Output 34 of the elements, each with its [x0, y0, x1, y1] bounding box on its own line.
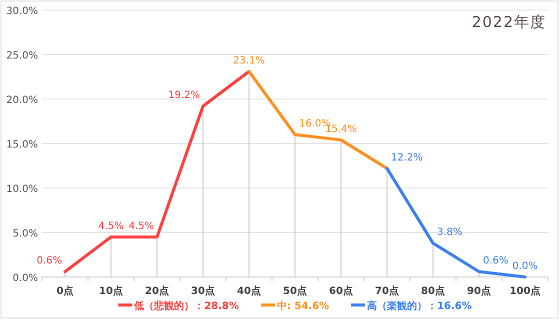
- line-series: [248, 70, 388, 170]
- x-tick-label: 100点: [510, 285, 540, 297]
- line-series: [64, 70, 250, 274]
- x-tick-label: 90点: [467, 285, 491, 297]
- y-tick-label: 30.0%: [6, 6, 38, 17]
- x-tick-label: 80点: [421, 285, 445, 297]
- data-label: 0.6%: [483, 256, 508, 267]
- data-label: 3.8%: [437, 227, 462, 238]
- chart-title: 2022年度: [472, 13, 546, 31]
- data-label: 12.2%: [391, 152, 423, 164]
- y-tick-label: 0.0%: [12, 273, 38, 284]
- data-label: 23.1%: [233, 55, 265, 66]
- legend-label: 高（楽観的）：16.6%: [367, 300, 472, 312]
- y-tick-label: 20.0%: [6, 95, 38, 106]
- legend-label: 低（悲観的）：28.8%: [133, 300, 239, 312]
- legend-label: 中: 54.6%: [276, 300, 330, 312]
- y-tick-label: 25.0%: [6, 50, 38, 62]
- x-tick-label: 50点: [283, 285, 307, 297]
- data-label: 4.5%: [128, 220, 154, 232]
- y-tick-label: 10.0%: [6, 184, 38, 195]
- x-tick-label: 10点: [99, 285, 123, 297]
- data-label: 19.2%: [168, 90, 200, 102]
- x-tick-label: 40点: [237, 285, 261, 297]
- data-label: 0.0%: [512, 261, 538, 272]
- data-label: 15.4%: [325, 124, 357, 135]
- x-tick-label: 70点: [375, 285, 399, 297]
- x-tick-label: 20点: [145, 285, 169, 297]
- y-tick-label: 15.0%: [6, 140, 38, 150]
- data-label: 0.6%: [36, 256, 62, 267]
- data-label: 4.5%: [98, 220, 124, 232]
- x-tick-label: 30点: [191, 285, 215, 297]
- x-tick-label: 0点: [56, 285, 74, 297]
- x-tick-label: 60点: [329, 285, 353, 297]
- y-tick-label: 5.0%: [12, 228, 38, 240]
